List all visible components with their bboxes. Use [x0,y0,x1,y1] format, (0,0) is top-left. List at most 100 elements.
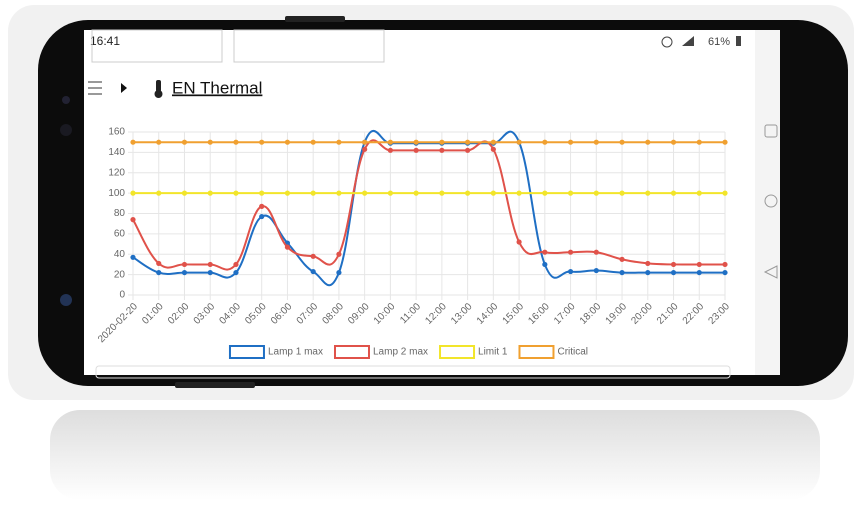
data-point [388,148,393,153]
data-point [362,147,367,152]
data-point [130,255,135,260]
data-point [619,257,624,262]
data-point [542,191,547,196]
data-point [388,191,393,196]
data-point [645,270,650,275]
camera [60,124,72,136]
legend-label: Lamp 2 max [373,347,428,358]
data-point [182,191,187,196]
phone-button [285,16,345,22]
data-point [568,250,573,255]
data-point [259,204,264,209]
data-point [311,269,316,274]
data-point [130,217,135,222]
data-point [336,270,341,275]
data-point [465,191,470,196]
data-point [311,191,316,196]
legend-label: Critical [557,347,588,358]
legend-swatch [335,346,369,358]
data-point [311,140,316,145]
data-point [233,262,238,267]
data-point [414,191,419,196]
y-tick-label: 100 [108,188,125,199]
status-time: 16:41 [90,34,120,48]
data-point [182,270,187,275]
data-point [516,140,521,145]
data-point [336,252,341,257]
data-point [516,239,521,244]
data-point [182,262,187,267]
data-point [722,191,727,196]
data-point [439,140,444,145]
data-point [233,140,238,145]
data-point [156,191,161,196]
data-point [542,140,547,145]
sensor [60,294,72,306]
data-point [568,140,573,145]
legend-swatch [440,346,474,358]
data-point [594,268,599,273]
data-point [285,245,290,250]
y-tick-label: 40 [114,249,126,260]
legend-swatch [230,346,264,358]
data-point [491,140,496,145]
data-point [233,191,238,196]
data-point [259,214,264,219]
reflection [50,410,820,500]
y-tick-label: 60 [114,229,126,240]
data-point [285,140,290,145]
data-point [491,191,496,196]
legend-label: Limit 1 [478,347,508,358]
data-point [542,262,547,267]
data-point [671,140,676,145]
data-point [130,140,135,145]
data-point [645,261,650,266]
data-point [671,270,676,275]
data-point [619,270,624,275]
data-point [208,140,213,145]
data-point [568,191,573,196]
data-point [594,191,599,196]
data-point [259,191,264,196]
data-point [156,261,161,266]
data-point [414,148,419,153]
data-point [208,262,213,267]
data-point [568,269,573,274]
data-point [439,191,444,196]
data-point [722,270,727,275]
data-point [645,191,650,196]
data-point [233,270,238,275]
data-point [156,140,161,145]
data-point [285,191,290,196]
data-point [516,191,521,196]
camera [62,96,70,104]
data-point [414,140,419,145]
y-tick-label: 20 [114,269,126,280]
page-title[interactable]: EN Thermal [172,78,262,97]
thermometer-icon [155,90,163,98]
data-point [697,262,702,267]
data-point [491,147,496,152]
data-point [388,140,393,145]
data-point [671,191,676,196]
data-point [362,140,367,145]
data-point [722,262,727,267]
data-point [619,191,624,196]
data-point [182,140,187,145]
y-tick-label: 0 [119,290,125,301]
data-point [465,148,470,153]
data-point [671,262,676,267]
y-tick-label: 140 [108,147,125,158]
data-point [697,191,702,196]
data-point [208,191,213,196]
data-point [259,140,264,145]
nav-bar [755,30,780,375]
battery-icon [736,36,741,46]
data-point [208,270,213,275]
data-point [130,191,135,196]
data-point [645,140,650,145]
phone-button [175,382,255,388]
y-tick-label: 80 [114,208,126,219]
y-tick-label: 160 [108,127,125,138]
